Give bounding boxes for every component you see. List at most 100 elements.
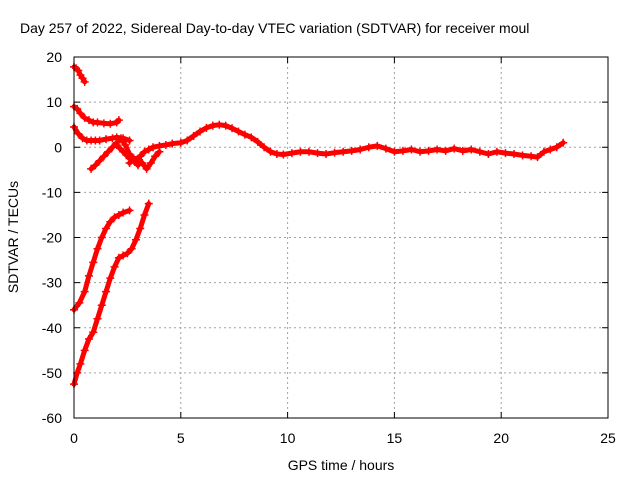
y-tick-label: -20	[42, 230, 62, 246]
data-point	[189, 131, 198, 140]
data-point	[149, 143, 158, 152]
data-point	[458, 146, 467, 155]
plot-frame	[73, 56, 609, 419]
data-point	[95, 136, 104, 145]
data-point	[196, 127, 205, 136]
data-point	[112, 138, 121, 147]
series-trace	[71, 207, 133, 313]
data-point	[76, 359, 85, 368]
data-point	[80, 287, 89, 296]
data-point	[108, 134, 117, 143]
data-series-arc-b	[70, 102, 123, 128]
data-point	[518, 151, 527, 160]
data-point	[102, 224, 111, 233]
data-point	[215, 120, 224, 129]
data-point	[73, 104, 82, 113]
data-point	[228, 124, 237, 133]
data-point	[484, 150, 493, 159]
data-point	[108, 143, 117, 152]
data-point	[125, 150, 134, 159]
data-point	[106, 119, 115, 128]
chart-title: Day 257 of 2022, Sidereal Day-to-day VTE…	[20, 20, 529, 36]
data-point	[110, 213, 119, 222]
data-point	[104, 147, 113, 156]
data-point	[161, 140, 170, 149]
data-point	[296, 147, 305, 156]
data-point	[106, 274, 115, 283]
data-point	[208, 121, 217, 130]
data-point	[424, 146, 433, 155]
data-point	[168, 139, 177, 148]
axis-ticks: 0 5 10 15 20 25 -60 -50 -40 -30 -20 -10 0 10 20	[42, 49, 616, 446]
data-point	[114, 253, 123, 262]
data-point	[84, 271, 93, 280]
data-point	[121, 140, 130, 149]
data-point	[441, 146, 450, 155]
data-point	[266, 147, 275, 156]
x-tick-label: 5	[177, 430, 185, 446]
data-point	[527, 152, 536, 161]
data-point	[97, 301, 106, 310]
data-point	[467, 145, 476, 154]
data-point	[450, 144, 459, 153]
data-point	[87, 164, 96, 173]
x-tick-label: 25	[600, 430, 616, 446]
data-point	[533, 153, 542, 162]
data-point	[146, 159, 155, 168]
data-point	[93, 244, 102, 253]
data-point	[134, 161, 143, 170]
data-point	[74, 66, 83, 75]
data-point	[330, 148, 339, 157]
data-point	[304, 147, 313, 156]
data-point	[322, 150, 331, 159]
data-series	[70, 62, 568, 389]
data-point	[390, 147, 399, 156]
x-tick-label: 10	[280, 430, 296, 446]
data-point	[80, 346, 89, 355]
data-point	[356, 145, 365, 154]
data-point	[114, 210, 123, 219]
data-point	[559, 138, 568, 147]
data-point	[407, 145, 416, 154]
data-point	[119, 251, 128, 260]
data-point	[73, 368, 82, 377]
data-point	[131, 235, 140, 244]
data-point	[475, 147, 484, 156]
data-point	[398, 146, 407, 155]
data-point	[260, 143, 269, 152]
y-tick-label: -10	[42, 184, 62, 200]
data-point	[492, 147, 501, 156]
y-axis-label: SDTVAR / TECUs	[5, 181, 21, 293]
data-point	[74, 129, 83, 138]
data-point	[247, 133, 256, 142]
data-point	[501, 149, 510, 158]
data-point	[240, 130, 249, 139]
data-point	[151, 152, 160, 161]
y-tick-label: -60	[42, 410, 62, 426]
data-point	[142, 164, 151, 173]
data-point	[313, 149, 322, 158]
grid-lines	[74, 57, 608, 418]
data-point	[221, 121, 230, 130]
data-point	[106, 217, 115, 226]
data-point	[91, 161, 100, 170]
data-point	[138, 159, 147, 168]
y-tick-label: 0	[54, 139, 62, 155]
data-point	[381, 144, 390, 153]
data-point	[89, 328, 98, 337]
data-point	[125, 206, 134, 215]
data-point	[102, 287, 111, 296]
data-point	[546, 145, 555, 154]
data-point	[253, 137, 262, 146]
data-point	[84, 335, 93, 344]
y-tick-label: -40	[42, 320, 62, 336]
data-point	[373, 141, 382, 150]
data-point	[176, 138, 185, 147]
data-point	[127, 244, 136, 253]
data-point	[78, 134, 87, 143]
data-point	[89, 258, 98, 267]
data-series-main	[112, 120, 568, 165]
data-point	[136, 224, 145, 233]
data-point	[97, 233, 106, 242]
